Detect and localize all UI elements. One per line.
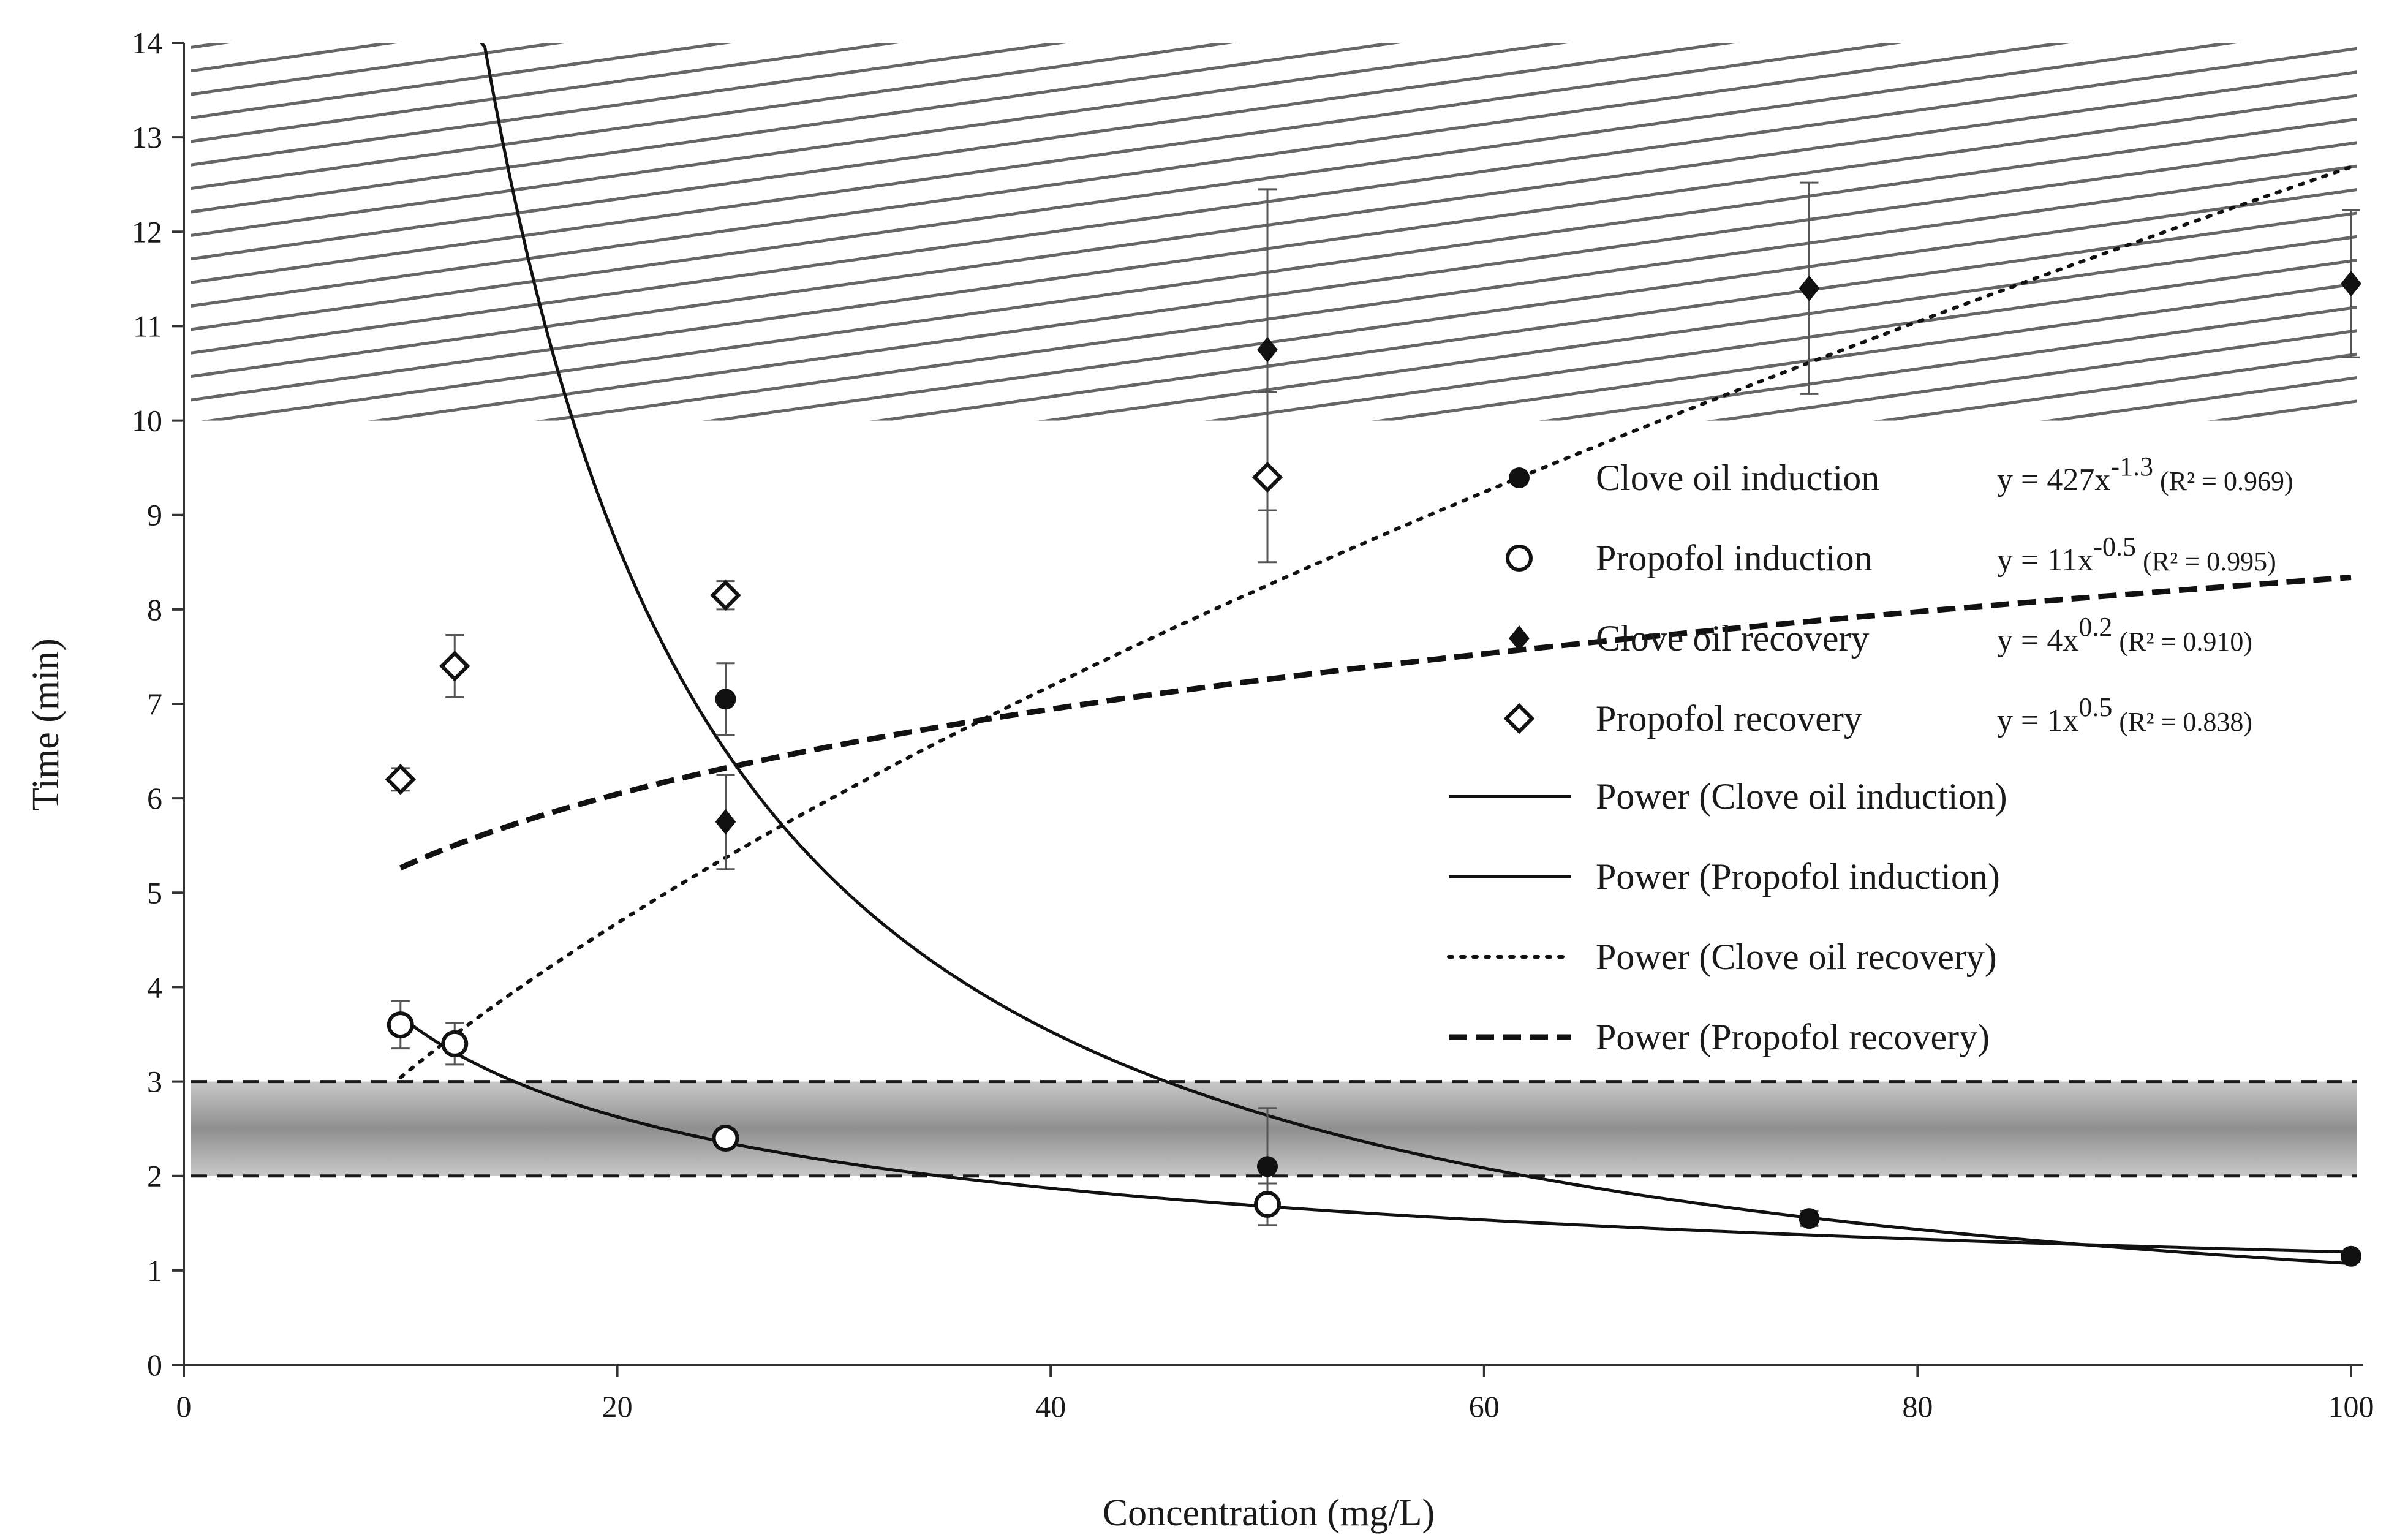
trendline-1 — [479, 43, 2352, 1266]
data-point — [2341, 1245, 2361, 1267]
x-axis-title: Concentration (mg/L) — [1103, 1492, 1435, 1534]
y-tick-label: 3 — [147, 1065, 162, 1099]
y-tick-label: 0 — [147, 1348, 162, 1382]
y-tick-label: 5 — [147, 875, 162, 910]
y-tick-label: 7 — [147, 687, 162, 721]
x-tick-label: 100 — [2328, 1389, 2374, 1424]
legend-label: Clove oil recovery — [1596, 618, 1870, 659]
legend-label: Power (Clove oil induction) — [1596, 776, 2007, 817]
y-tick-label: 1 — [147, 1253, 162, 1288]
y-tick-label: 13 — [132, 120, 162, 154]
x-tick-label: 40 — [1035, 1389, 1066, 1424]
y-tick-label: 6 — [147, 781, 162, 815]
data-point — [715, 689, 736, 710]
x-tick-label: 80 — [1902, 1389, 1933, 1424]
trendline-4 — [399, 575, 2352, 871]
legend-label: Propofol recovery — [1596, 698, 1862, 739]
data-point — [439, 651, 470, 682]
legend-marker — [1506, 545, 1533, 572]
legend-marker — [1503, 703, 1535, 734]
y-tick-label: 14 — [132, 26, 162, 60]
x-tick-label: 60 — [1469, 1389, 1500, 1424]
y-tick-label: 10 — [132, 404, 162, 438]
data-point — [1251, 461, 1283, 493]
y-tick-label: 2 — [147, 1159, 162, 1193]
data-point — [715, 809, 736, 835]
legend-equation: y = 1x0.5 (R² = 0.838) — [1997, 692, 2252, 738]
data-point — [1257, 336, 1278, 363]
data-point — [712, 1125, 739, 1152]
y-tick-label: 8 — [147, 592, 162, 627]
data-points — [385, 181, 2361, 1267]
data-point — [441, 1030, 469, 1057]
y-tick-label: 4 — [147, 970, 162, 1004]
legend-equation: y = 4x0.2 (R² = 0.910) — [1997, 612, 2252, 658]
y-tick-label: 9 — [147, 498, 162, 532]
y-tick-label: 12 — [132, 214, 162, 249]
data-point — [385, 764, 417, 795]
series-2 — [387, 1000, 1281, 1226]
data-point — [1254, 1190, 1281, 1218]
legend: Clove oil induction y = 427x-1.3 (R² = 0.… — [1447, 451, 2293, 1057]
data-point — [1799, 275, 1820, 301]
data-point — [710, 579, 741, 611]
legend-label: Power (Propofol recovery) — [1596, 1017, 1990, 1057]
data-point — [2341, 271, 2361, 297]
legend-label: Power (Propofol induction) — [1596, 856, 2000, 897]
y-axis-title: Time (min) — [25, 638, 67, 811]
hatched-region — [191, 43, 2357, 421]
legend-equation: y = 11x-0.5 (R² = 0.995) — [1997, 532, 2276, 578]
y-tick-label: 11 — [133, 309, 162, 343]
legend-marker — [1509, 467, 1530, 488]
series-4 — [385, 391, 1283, 795]
legend-label: Clove oil induction — [1596, 458, 1879, 498]
data-point — [1799, 1208, 1820, 1229]
data-point — [1257, 1156, 1278, 1177]
data-point — [387, 1011, 414, 1039]
legend-label: Propofol induction — [1596, 538, 1873, 578]
legend-marker — [1509, 625, 1530, 651]
x-tick-label: 20 — [602, 1389, 633, 1424]
legend-equation: y = 427x-1.3 (R² = 0.969) — [1997, 451, 2293, 497]
background-bands — [191, 43, 2357, 1178]
x-tick-label: 0 — [176, 1389, 192, 1424]
legend-label: Power (Clove oil recovery) — [1596, 937, 1997, 977]
